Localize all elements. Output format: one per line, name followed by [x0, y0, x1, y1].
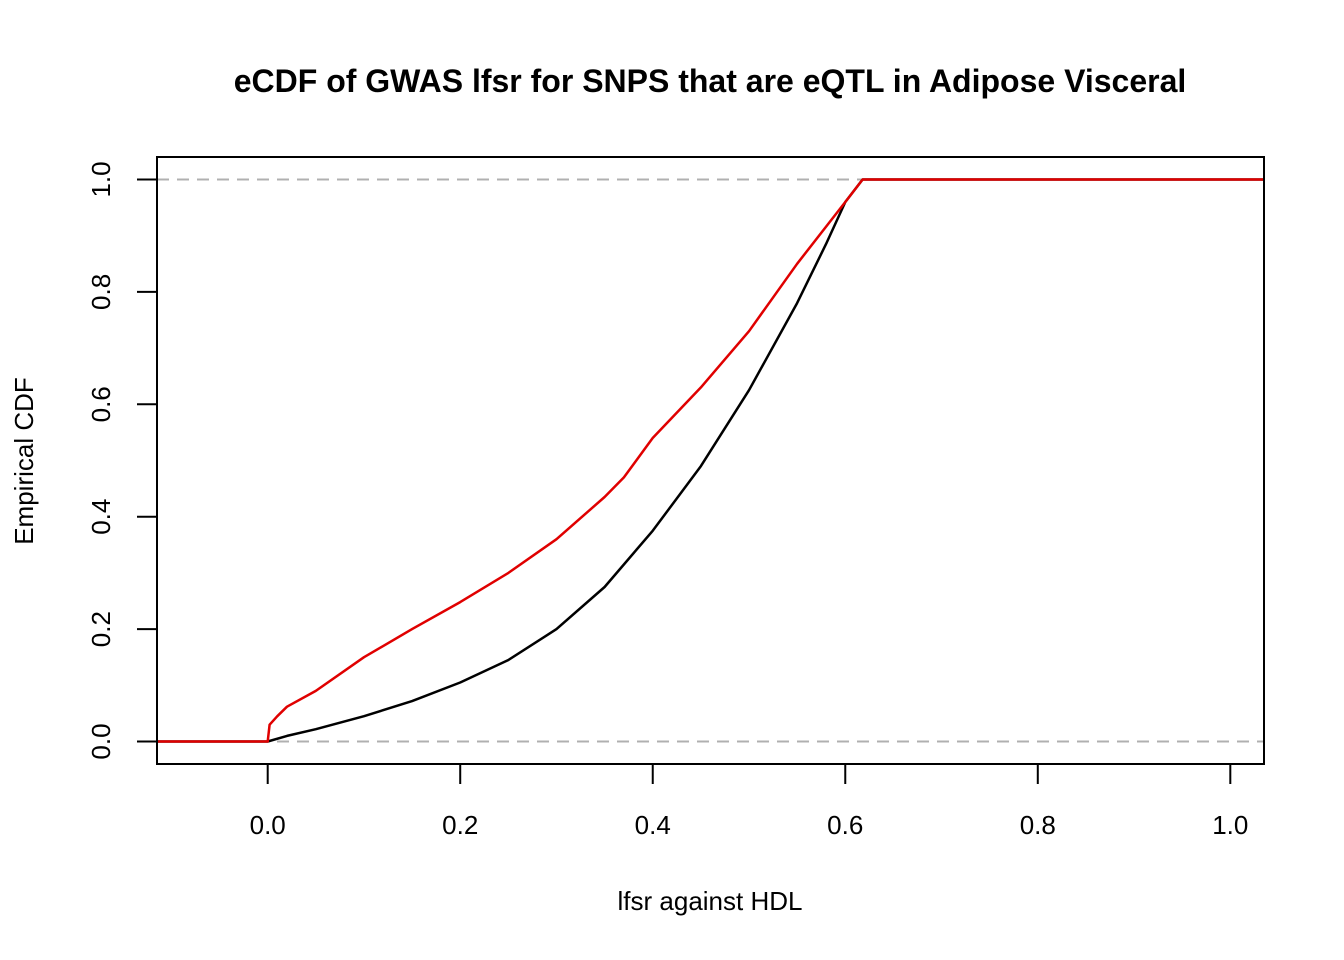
y-axis: 0.0 0.2 0.4 0.6 0.8 1.0 — [86, 161, 158, 760]
reference-lines — [157, 178, 1264, 743]
y-tick-label: 0.6 — [86, 386, 116, 422]
x-tick-label: 0.0 — [250, 810, 286, 840]
y-axis-label: Empirical CDF — [9, 377, 39, 545]
x-tick-label: 0.6 — [827, 810, 863, 840]
y-tick-label: 0.0 — [86, 723, 116, 759]
x-axis: 0.0 0.2 0.4 0.6 0.8 1.0 — [250, 763, 1248, 840]
x-tick-label: 0.4 — [635, 810, 671, 840]
y-tick-label: 1.0 — [86, 161, 116, 197]
x-axis-label: lfsr against HDL — [618, 886, 803, 916]
x-tick-label: 0.2 — [442, 810, 478, 840]
series-line-0 — [157, 178, 1264, 743]
series-lines — [157, 178, 1264, 743]
y-tick-label: 0.4 — [86, 499, 116, 535]
plot-frame — [156, 156, 1265, 765]
chart-title: eCDF of GWAS lfsr for SNPS that are eQTL… — [234, 63, 1187, 99]
x-tick-label: 0.8 — [1020, 810, 1056, 840]
x-tick-label: 1.0 — [1212, 810, 1248, 840]
series-line-1 — [157, 178, 1264, 743]
y-tick-label: 0.2 — [86, 611, 116, 647]
y-tick-label: 0.8 — [86, 274, 116, 310]
